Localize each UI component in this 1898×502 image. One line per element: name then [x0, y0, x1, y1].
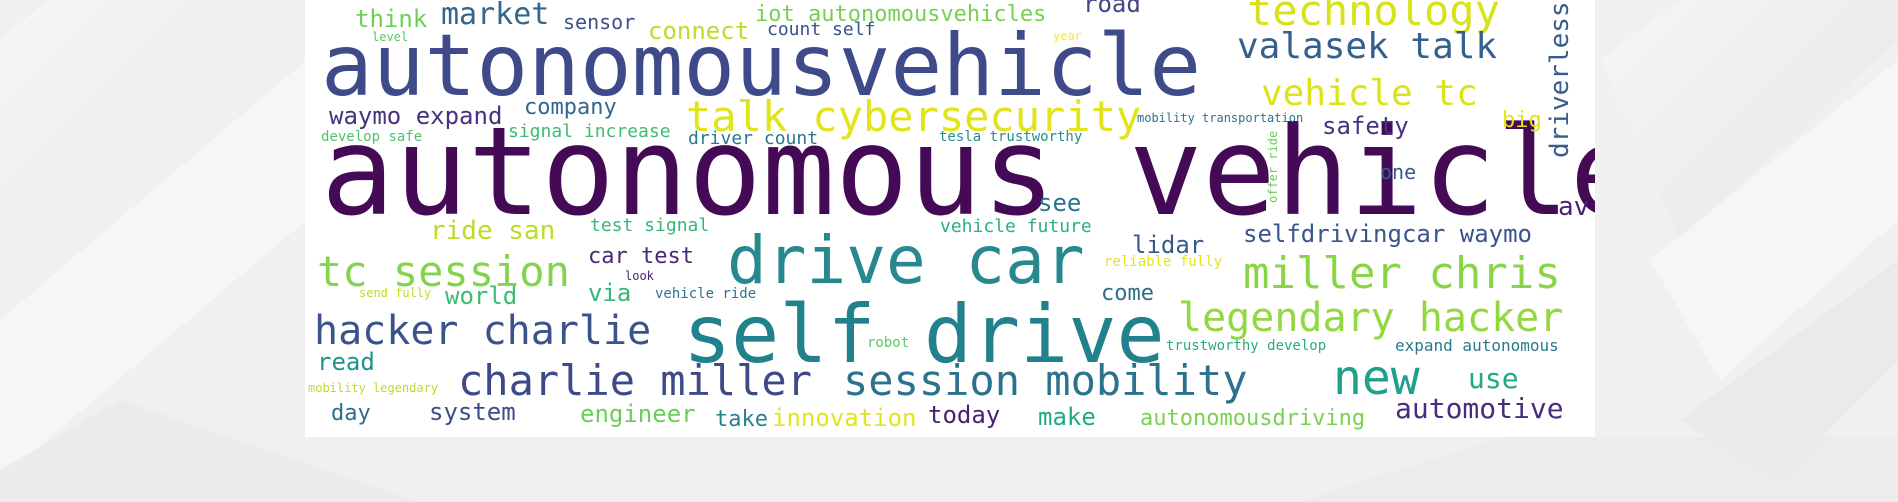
- word-cloud-word: world: [445, 282, 518, 310]
- word-cloud-word: trustworthy develop: [1166, 338, 1327, 354]
- word-cloud-word: valasek talk: [1237, 26, 1498, 67]
- word-cloud: autonomous vehicle autonomousvehicle self …: [305, 0, 1595, 437]
- word-cloud-word: charlie miller: [458, 356, 813, 405]
- word-cloud-word: develop safe: [321, 129, 423, 145]
- word-cloud-word: take: [715, 407, 768, 432]
- word-cloud-word: drive car: [727, 222, 1085, 299]
- word-cloud-word: lidar: [1132, 231, 1205, 259]
- word-cloud-word: reliable fully: [1104, 254, 1223, 270]
- word-cloud-word: offer ride: [1266, 130, 1280, 203]
- word-cloud-word: level: [372, 30, 409, 44]
- word-cloud-word: one: [1380, 160, 1417, 184]
- word-cloud-word: big: [1502, 108, 1542, 133]
- word-cloud-word: today: [928, 401, 1001, 429]
- word-cloud-word: come: [1101, 281, 1154, 306]
- word-cloud-word: make: [1038, 403, 1096, 431]
- word-cloud-word: miller chris: [1243, 248, 1561, 299]
- word-cloud-word: robot: [867, 335, 910, 351]
- word-cloud-word: test signal: [590, 215, 710, 236]
- word-cloud-word: autonomousvehicle: [321, 16, 1202, 116]
- word-cloud-word: talk cybersecurity: [686, 92, 1142, 141]
- word-cloud-word: session mobility: [843, 356, 1248, 405]
- word-cloud-word: system: [429, 398, 516, 426]
- word-cloud-word: vehicle tc: [1261, 73, 1478, 114]
- word-cloud-word: read: [317, 348, 375, 376]
- word-cloud-word: signal increase: [508, 121, 671, 142]
- word-cloud-word: automotive: [1395, 392, 1564, 425]
- word-cloud-word: see: [1038, 189, 1082, 217]
- word-cloud-word: count self: [767, 19, 876, 40]
- word-cloud-word: road: [1083, 0, 1141, 18]
- word-cloud-word: via: [588, 279, 632, 307]
- word-cloud-word: company: [524, 95, 617, 120]
- word-cloud-word: sensor: [563, 10, 636, 34]
- word-cloud-word: day: [331, 401, 371, 426]
- word-cloud-word: vehicle ride: [655, 286, 757, 302]
- word-cloud-word: iot autonomousvehicles: [755, 2, 1047, 27]
- word-cloud-word: innovation: [772, 404, 917, 432]
- word-cloud-word: driver count: [688, 128, 819, 149]
- word-cloud-word: engineer: [580, 400, 696, 428]
- word-cloud-word: safety: [1322, 112, 1409, 140]
- word-cloud-word: expand autonomous: [1395, 336, 1559, 355]
- word-cloud-word: technology: [1247, 0, 1500, 35]
- word-cloud-word: legendary hacker: [1178, 295, 1564, 341]
- word-cloud-word: self drive: [683, 288, 1165, 381]
- word-cloud-word: year: [1053, 29, 1082, 43]
- word-cloud-word: market: [441, 0, 550, 32]
- word-cloud-word: vehicle future: [940, 216, 1092, 237]
- word-cloud-word: tesla trustworthy: [939, 129, 1083, 145]
- word-cloud-word: autonomousdriving: [1140, 406, 1366, 431]
- word-cloud-word: mobility transportation: [1137, 111, 1304, 125]
- word-cloud-word: hacker charlie: [314, 308, 652, 354]
- word-cloud-word: send fully: [359, 286, 432, 300]
- word-cloud-word: use: [1468, 362, 1519, 395]
- word-cloud-word: autonomous vehicle: [321, 101, 1595, 243]
- word-cloud-word: think: [355, 5, 428, 33]
- word-cloud-word: look: [625, 269, 654, 283]
- word-cloud-word: car test: [588, 244, 694, 269]
- word-cloud-word: av: [1558, 192, 1590, 222]
- word-cloud-word: connect: [648, 17, 750, 45]
- word-cloud-word: waymo expand: [329, 102, 503, 130]
- word-cloud-word: new: [1333, 350, 1420, 406]
- word-cloud-word: ride san: [430, 216, 556, 246]
- word-cloud-word: mobility legendary: [308, 381, 439, 395]
- word-cloud-word: tc session: [317, 247, 570, 296]
- word-cloud-word: selfdrivingcar waymo: [1243, 220, 1532, 248]
- word-cloud-word: driverless: [1545, 1, 1575, 158]
